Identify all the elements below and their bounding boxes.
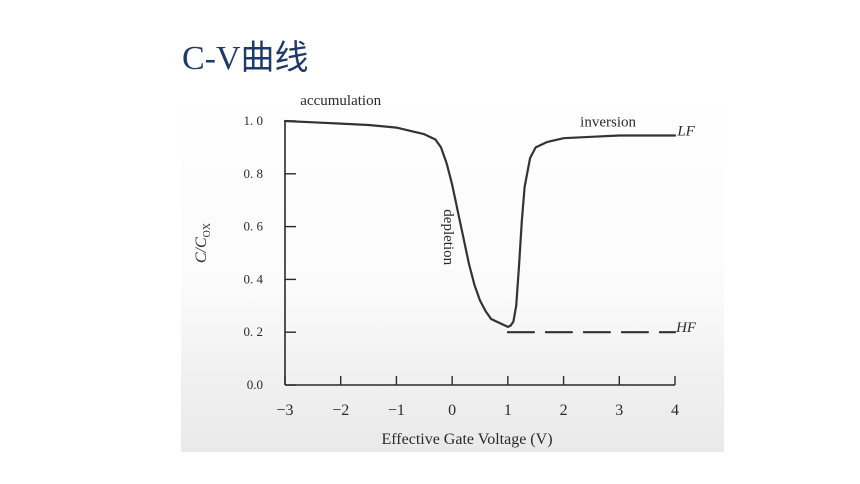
x-axis-label: Effective Gate Voltage (V) (381, 431, 552, 448)
annotation-hf: HF (675, 320, 697, 336)
y-axis-label-main: C/C (193, 237, 210, 263)
annotation-inversion: inversion (580, 114, 636, 130)
y-axis-label-sub: OX (202, 222, 213, 237)
cv-curve-figure: −3 −2 −1 0 1 2 3 4 0.0 0. 2 0. 4 0. 6 0. 8 1. 0 accu… (181, 85, 724, 452)
annotation-lf: LF (676, 124, 695, 140)
y-tick-label: 0. 8 (244, 166, 264, 181)
x-tick-label: −3 (276, 402, 293, 419)
x-tick-label: 0 (448, 402, 456, 419)
x-ticks: −3 −2 −1 0 1 2 3 4 (276, 376, 679, 419)
x-tick-label: 4 (671, 402, 679, 419)
y-tick-label: 0. 2 (244, 324, 264, 339)
x-tick-label: −2 (332, 402, 349, 419)
x-tick-label: 1 (504, 402, 512, 419)
x-tick-label: 3 (615, 402, 623, 419)
y-tick-label: 1. 0 (244, 113, 264, 128)
y-ticks: 0.0 0. 2 0. 4 0. 6 0. 8 1. 0 (244, 113, 296, 392)
annotations: accumulation inversion depletion LF HF (300, 93, 697, 336)
y-axis-label: C/COX (193, 222, 213, 263)
x-tick-label: −1 (388, 402, 405, 419)
y-tick-label: 0. 4 (244, 271, 264, 286)
annotation-accumulation: accumulation (300, 93, 381, 109)
x-tick-label: 2 (560, 402, 568, 419)
y-tick-label: 0.0 (247, 377, 263, 392)
series (283, 119, 677, 334)
cv-chart: −3 −2 −1 0 1 2 3 4 0.0 0. 2 0. 4 0. 6 0. 8 1. 0 accu… (193, 93, 697, 448)
series-line-lf (283, 119, 677, 328)
slide-title: C-V曲线 (182, 40, 309, 77)
axes (284, 121, 675, 386)
annotation-depletion: depletion (440, 209, 456, 265)
y-tick-label: 0. 6 (244, 219, 264, 234)
